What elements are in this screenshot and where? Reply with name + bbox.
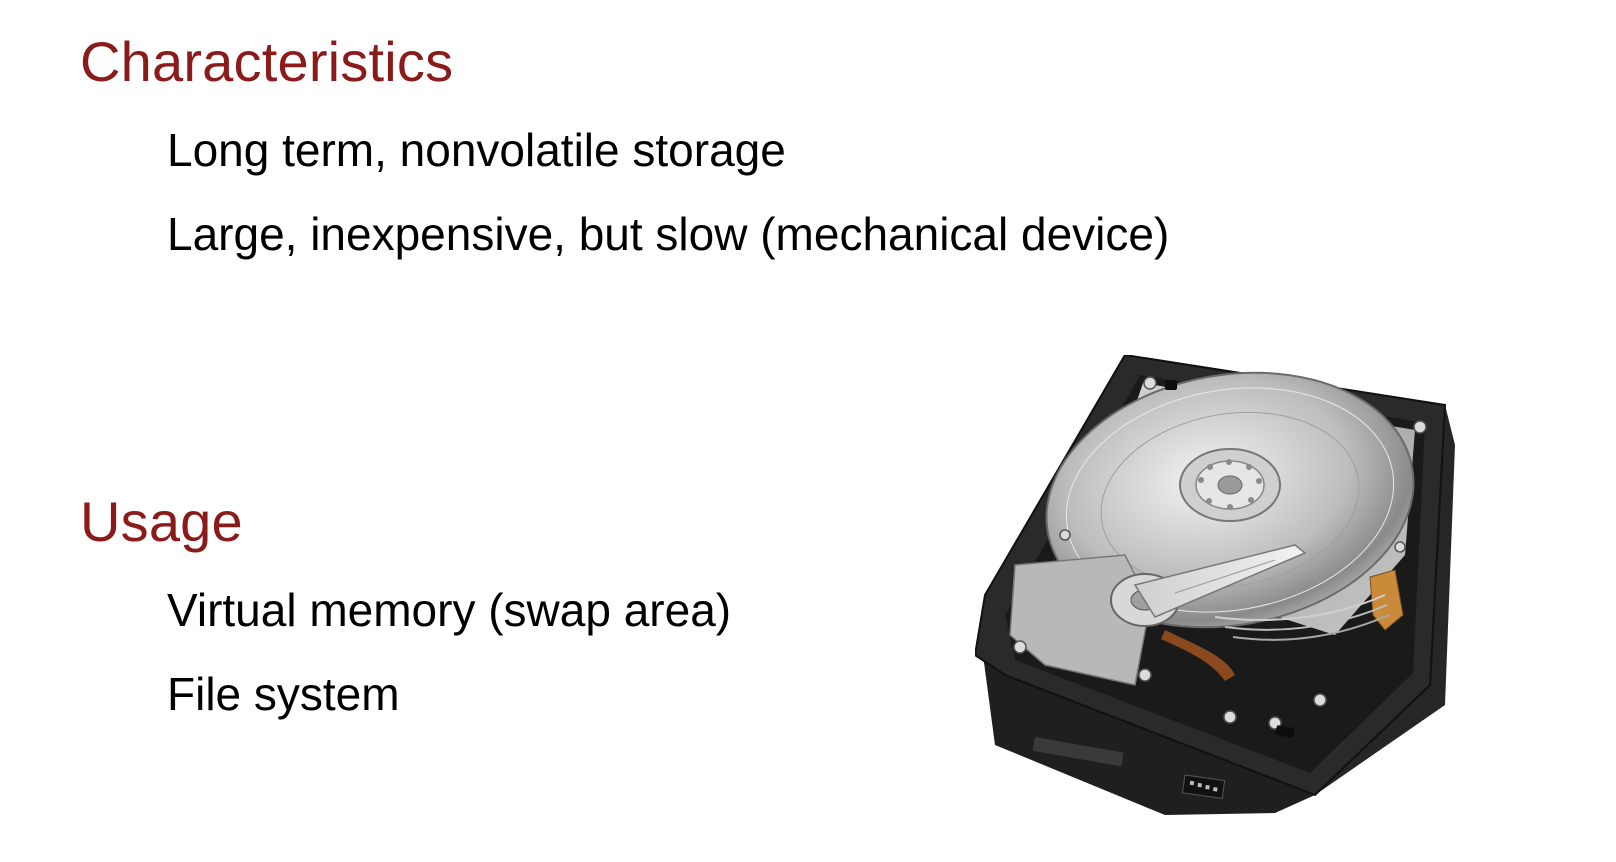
list-item: Virtual memory (swap area)	[167, 584, 732, 636]
hard-disk-drive-icon	[975, 355, 1455, 815]
list-item: Large, inexpensive, but slow (mechanical…	[167, 208, 1170, 260]
characteristics-list: Long term, nonvolatile storage Large, in…	[167, 108, 1169, 276]
sata-connector	[1032, 737, 1124, 767]
usage-list: Virtual memory (swap area) File system	[167, 568, 731, 736]
flex-cable	[1161, 630, 1235, 681]
actuator-arm	[1133, 544, 1307, 618]
jumper-block	[1181, 774, 1226, 799]
list-item: Long term, nonvolatile storage	[167, 124, 786, 176]
heading-characteristics: Characteristics	[80, 30, 454, 93]
ramp-tab	[1369, 569, 1404, 631]
list-item: File system	[167, 668, 400, 720]
chassis-side	[983, 655, 1315, 815]
heading-usage: Usage	[80, 490, 243, 553]
